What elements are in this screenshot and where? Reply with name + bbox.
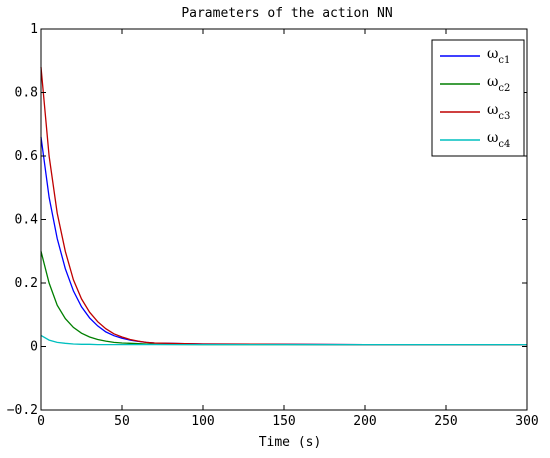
y-tick-label: 0.4 (15, 213, 39, 228)
y-tick-label: 0 (30, 340, 38, 355)
x-tick-label: 100 (191, 414, 214, 429)
x-tick-label: 200 (353, 414, 376, 429)
series-line-c4 (40, 334, 527, 346)
series-line-c1 (40, 136, 527, 346)
plot-area (40, 67, 527, 346)
legend-box (431, 39, 525, 157)
x-axis-label: Time (s) (259, 435, 322, 450)
series-line-c2 (40, 251, 527, 346)
y-tick-label: 1 (30, 22, 38, 37)
x-tick-label: 0 (37, 414, 45, 429)
x-tick-label: 300 (515, 414, 538, 429)
chart-title: Parameters of the action NN (181, 6, 392, 21)
y-tick-label: 0.8 (15, 86, 38, 101)
x-tick-label: 150 (272, 414, 295, 429)
x-tick-label: 50 (114, 414, 130, 429)
y-tick-label: 0.2 (15, 276, 38, 291)
y-tick-label: 0.6 (15, 149, 38, 164)
axis-ticks: 0 50 100 150 200 250 300−0.200.20.40.60.81 (7, 22, 539, 429)
y-tick-label: −0.2 (7, 403, 38, 418)
x-tick-label: 250 (434, 414, 457, 429)
